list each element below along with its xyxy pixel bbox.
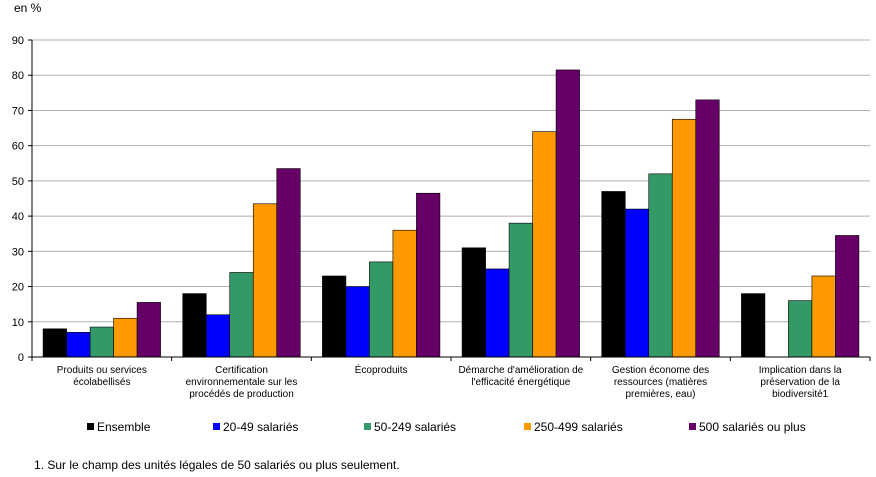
category-label-line: écolabellisés (73, 377, 130, 388)
bar-50-249-salariés-0 (89, 326, 114, 358)
bar-20-49-salariés-2 (345, 286, 370, 358)
bar-500-salariés-ou-plus-5 (835, 235, 860, 358)
category-labels: Produits ou services écolabellisés Certifi… (57, 363, 842, 400)
bar-ensemble-1 (182, 293, 207, 358)
bar-500-salariés-ou-plus-4 (695, 99, 720, 358)
legend-label: 20-49 salariés (223, 420, 298, 434)
bar-ensemble-0 (42, 328, 67, 358)
y-tick-label: 30 (12, 246, 24, 258)
bar-chart: 0 10 20 30 40 50 60 70 80 90 Produits ou services… (12, 35, 871, 434)
bar-250-499-salariés-3 (532, 131, 557, 358)
bar-20-49-salariés-4 (624, 208, 650, 358)
bar-250-499-salariés-4 (671, 118, 697, 358)
category-label-line: premières, eau) (625, 389, 695, 400)
legend: Ensemble 20-49 salariés 50-249 salariés 250… (87, 420, 806, 434)
legend-label: 50-249 salariés (374, 420, 456, 434)
legend-swatch-ensemble (87, 423, 94, 430)
legend-label: 500 salariés ou plus (699, 420, 806, 434)
bar-50-249-salariés-3 (508, 222, 533, 358)
y-tick-label: 80 (12, 70, 24, 82)
category-label-line: environnementale sur les (186, 377, 298, 388)
bar-ensemble-2 (322, 275, 347, 358)
y-tick-label: 60 (12, 141, 24, 153)
legend-swatch-500-salariés-ou-plus (689, 423, 696, 430)
bar-250-499-salariés-2 (392, 229, 417, 358)
category-label-line: l'efficacité énergétique (471, 377, 570, 388)
category-label: Produits ou services écolabellisés (57, 365, 147, 388)
legend-swatch-250-499-salariés (524, 423, 531, 430)
y-tick-label: 0 (18, 352, 24, 364)
bar-50-249-salariés-2 (369, 261, 394, 358)
bar-500-salariés-ou-plus-2 (416, 192, 441, 358)
category-label: Certification environnementale sur les pro… (186, 365, 298, 400)
legend-label: 250-499 salariés (534, 420, 623, 434)
bar-20-49-salariés-0 (66, 332, 91, 358)
y-tick-label: 20 (12, 282, 24, 294)
footnote: 1. Sur le champ des unités légales de 50… (34, 458, 400, 472)
bar-ensemble-4 (601, 191, 626, 358)
category-label-line: Produits ou services (57, 365, 147, 376)
category-label-line: ressources (matières (614, 377, 707, 388)
bars (42, 69, 860, 358)
bar-500-salariés-ou-plus-3 (555, 69, 580, 358)
gridlines (32, 39, 870, 323)
bar-50-249-salariés-1 (229, 272, 254, 358)
y-axis-unit-label: en % (14, 1, 42, 15)
category-label: Démarche d'amélioration de l'efficacité é… (458, 365, 583, 388)
bar-20-49-salariés-3 (485, 268, 510, 358)
category-label-line: Certification (215, 365, 268, 376)
bar-ensemble-3 (461, 247, 486, 358)
bar-20-49-salariés-1 (205, 314, 231, 358)
category-label-line: Démarche d'amélioration de (458, 365, 583, 376)
y-tick-label: 70 (12, 105, 24, 117)
category-label-line: préservation de la (760, 377, 840, 388)
bar-250-499-salariés-1 (252, 203, 278, 358)
bar-500-salariés-ou-plus-0 (136, 302, 161, 358)
bar-250-499-salariés-5 (811, 275, 836, 358)
legend-swatch-20-49-salariés (213, 423, 220, 430)
bar-ensemble-5 (741, 293, 766, 358)
y-tick-label: 50 (12, 176, 24, 188)
bar-50-249-salariés-4 (648, 173, 673, 358)
bar-250-499-salariés-0 (113, 317, 138, 358)
category-label: Gestion économe des ressources (matières p… (612, 365, 709, 400)
category-label-line: Implication dans la (759, 365, 842, 376)
category-label: Implication dans la préservation de la bio… (759, 365, 842, 400)
category-label-line: Écoproduits (355, 363, 408, 376)
category-label-line: procédés de production (189, 389, 294, 400)
y-tick-label: 40 (12, 211, 24, 223)
y-tick-label: 10 (12, 317, 24, 329)
y-tick-label: 90 (12, 35, 24, 47)
category-label-line: biodiversité1 (772, 389, 829, 400)
bar-50-249-salariés-5 (788, 300, 813, 358)
y-axis-ticks: 0 10 20 30 40 50 60 70 80 90 (12, 35, 32, 364)
legend-swatch-50-249-salariés (364, 423, 371, 430)
bar-500-salariés-ou-plus-1 (276, 168, 301, 358)
category-label: Écoproduits (355, 363, 408, 376)
axes (31, 40, 871, 361)
legend-label: Ensemble (97, 420, 151, 434)
category-label-line: Gestion économe des (612, 365, 709, 376)
